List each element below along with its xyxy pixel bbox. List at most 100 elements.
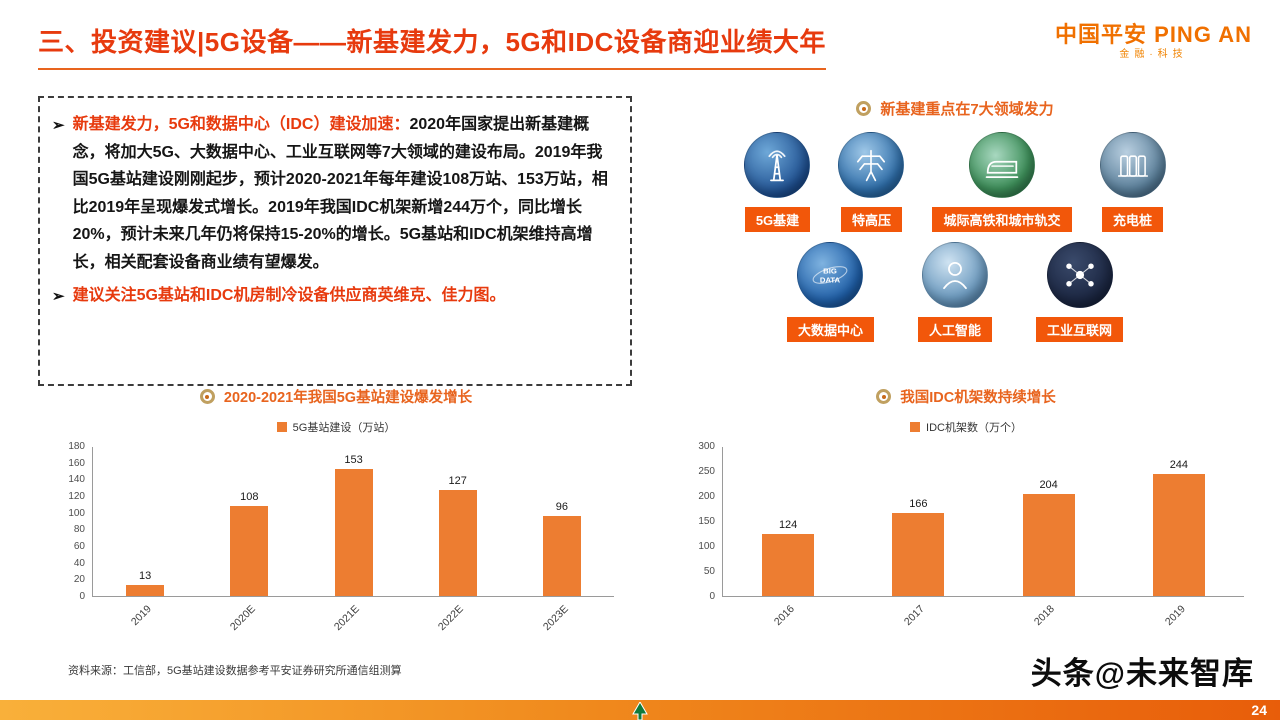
bar bbox=[1152, 474, 1205, 596]
bullet-arrow-icon: ➢ bbox=[52, 288, 65, 306]
x-axis-label: 2018 bbox=[1032, 603, 1058, 629]
bar bbox=[438, 490, 477, 596]
bar-value-label: 124 bbox=[778, 519, 798, 531]
y-axis-tick: 200 bbox=[698, 491, 715, 502]
y-axis-tick: 0 bbox=[79, 591, 85, 602]
y-axis-tick: 50 bbox=[703, 566, 715, 577]
bar-value-label: 108 bbox=[240, 491, 259, 503]
green-tree-logo-icon bbox=[632, 702, 648, 720]
y-axis-tick: 40 bbox=[73, 557, 85, 569]
pingan-logo: 中国平安 PING AN 金融·科技 bbox=[1055, 22, 1252, 61]
chart-legend: 5G基站建设（万站） bbox=[58, 419, 614, 435]
charts-section: 2020-2021年我国5G基站建设爆发增长 5G基站建设（万站） 0 20 40 6… bbox=[58, 386, 1244, 633]
bar-group: 127 2022E bbox=[406, 447, 510, 633]
bar-value-label: 166 bbox=[909, 498, 928, 510]
bar-value-label: 204 bbox=[1039, 479, 1058, 491]
sector-label: 工业互联网 bbox=[1036, 317, 1124, 342]
bar-value-label: 244 bbox=[1169, 459, 1189, 471]
sectors-title: 新基建重点在7大领域发力 bbox=[655, 98, 1255, 119]
idc-rack-chart: 我国IDC机架数持续增长 IDC机架数（万个） 0 50 100 150 200 250 3… bbox=[688, 386, 1244, 628]
y-axis-tick: 100 bbox=[68, 507, 85, 519]
bar-group: 13 2019 bbox=[93, 447, 197, 628]
bullseye-icon bbox=[856, 101, 872, 116]
bullet-item-1: ➢ 新基建发力，5G和数据中心（IDC）建设加速：2020年国家提出新基建概念，… bbox=[52, 111, 614, 276]
bullseye-icon bbox=[876, 389, 892, 404]
y-axis-tick: 140 bbox=[68, 474, 85, 486]
bar bbox=[892, 513, 945, 596]
plot-area: 124 2016 166 2017 204 2018 244 2019 bbox=[722, 447, 1244, 628]
plot: 0 50 100 150 200 250 300 124 2016 166 2017 204 2018… bbox=[688, 441, 1244, 628]
chart-title-right: 我国IDC机架数持续增长 bbox=[688, 386, 1244, 407]
page-title: 三、投资建议|5G设备——新基建发力，5G和IDC设备商迎业绩大年 bbox=[38, 22, 826, 70]
sector-row-1: 5G基建 特高压 城际高铁和城市轨交 bbox=[655, 132, 1255, 232]
y-axis-tick: 60 bbox=[73, 541, 85, 552]
sector-5g: 5G基建 bbox=[744, 132, 811, 232]
sector-ai: 人工智能 bbox=[917, 242, 992, 342]
bar bbox=[1022, 494, 1075, 596]
plot: 0 20 40 60 80 100 120 140 160 180 13 2019 108 2020E 1… bbox=[58, 441, 614, 633]
x-axis-label: 2019 bbox=[128, 603, 154, 629]
y-axis-tick: 120 bbox=[68, 491, 85, 502]
y-axis-tick: 80 bbox=[73, 524, 85, 536]
sector-label: 充电桩 bbox=[1101, 207, 1163, 232]
y-axis-tick: 160 bbox=[68, 457, 85, 469]
sectors-panel: 新基建重点在7大领域发力 5G基建 特高 bbox=[655, 98, 1255, 342]
y-axis-tick: 180 bbox=[68, 441, 85, 452]
chart-legend: IDC机架数（万个） bbox=[688, 419, 1244, 435]
bar-value-label: 13 bbox=[138, 570, 152, 583]
bar bbox=[126, 585, 165, 596]
y-axis-tick: 250 bbox=[698, 466, 715, 477]
bullet-1-text: 新基建发力，5G和数据中心（IDC）建设加速：2020年国家提出新基建概念，将加… bbox=[72, 116, 608, 271]
x-axis-label: 2017 bbox=[901, 603, 927, 629]
bar-value-label: 96 bbox=[555, 501, 569, 513]
bar bbox=[762, 534, 815, 596]
bottom-bar: 24 bbox=[0, 700, 1280, 720]
watermark: 头条@未来智库 bbox=[1030, 656, 1254, 691]
bar-value-label: 127 bbox=[448, 475, 467, 488]
x-axis-label: 2022E bbox=[436, 603, 467, 633]
big-data-icon: BIG DATA bbox=[797, 242, 864, 308]
bullet-2-text: 建议关注5G基站和IDC机房制冷设备供应商英维克、佳力图。 bbox=[72, 287, 506, 305]
bullseye-icon bbox=[199, 389, 215, 404]
bar-group: 204 2018 bbox=[984, 447, 1114, 628]
x-axis-label: 2021E bbox=[332, 603, 363, 633]
x-axis-label: 2016 bbox=[771, 603, 797, 629]
sector-label: 城际高铁和城市轨交 bbox=[932, 207, 1072, 232]
y-axis-tick: 0 bbox=[709, 591, 715, 602]
sector-row-2: BIG DATA 大数据中心 人工智能 bbox=[655, 242, 1255, 342]
bar-group: 244 2019 bbox=[1114, 447, 1244, 628]
bullet-item-2: ➢ 建议关注5G基站和IDC机房制冷设备供应商英维克、佳力图。 bbox=[52, 282, 614, 310]
pingan-logo-text: 中国平安 PING AN bbox=[1055, 22, 1252, 47]
bar-group: 108 2020E bbox=[197, 447, 301, 633]
plot-area: 13 2019 108 2020E 153 2021E 127 2022E 96 2023E bbox=[92, 447, 614, 633]
bar-group: 96 2023E bbox=[510, 447, 614, 633]
sector-industrial-internet: 工业互联网 bbox=[1036, 242, 1124, 342]
sector-uhv: 特高压 bbox=[838, 132, 905, 232]
y-axis-tick: 150 bbox=[698, 516, 715, 527]
sector-bigdata: BIG DATA 大数据中心 bbox=[786, 242, 874, 342]
power-pylon-icon bbox=[838, 132, 905, 198]
y-axis-tick: 20 bbox=[73, 574, 85, 586]
svg-text:DATA: DATA bbox=[820, 276, 841, 285]
header: 三、投资建议|5G设备——新基建发力，5G和IDC设备商迎业绩大年 中国平安 P… bbox=[38, 22, 1252, 70]
bar bbox=[334, 468, 373, 596]
bar-group: 153 2021E bbox=[301, 447, 405, 633]
bar bbox=[542, 516, 581, 596]
5g-tower-icon bbox=[744, 132, 811, 198]
chart-title-left: 2020-2021年我国5G基站建设爆发增长 bbox=[58, 386, 614, 407]
sector-label: 特高压 bbox=[840, 207, 902, 232]
y-axis-tick: 100 bbox=[698, 541, 715, 552]
sector-charging: 充电桩 bbox=[1099, 132, 1166, 232]
x-axis-label: 2019 bbox=[1162, 603, 1188, 629]
y-axis: 0 20 40 60 80 100 120 140 160 180 bbox=[58, 441, 92, 602]
5g-basestation-chart: 2020-2021年我国5G基站建设爆发增长 5G基站建设（万站） 0 20 40 6… bbox=[58, 386, 614, 633]
bar-group: 124 2016 bbox=[723, 447, 853, 628]
svg-text:BIG: BIG bbox=[824, 266, 838, 275]
sector-label: 大数据中心 bbox=[786, 317, 874, 342]
bullet-arrow-icon: ➢ bbox=[52, 117, 65, 134]
legend-swatch bbox=[910, 422, 921, 432]
sector-rail: 城际高铁和城市轨交 bbox=[932, 132, 1072, 232]
x-axis-label: 2020E bbox=[227, 603, 258, 633]
industrial-internet-icon bbox=[1046, 242, 1113, 308]
